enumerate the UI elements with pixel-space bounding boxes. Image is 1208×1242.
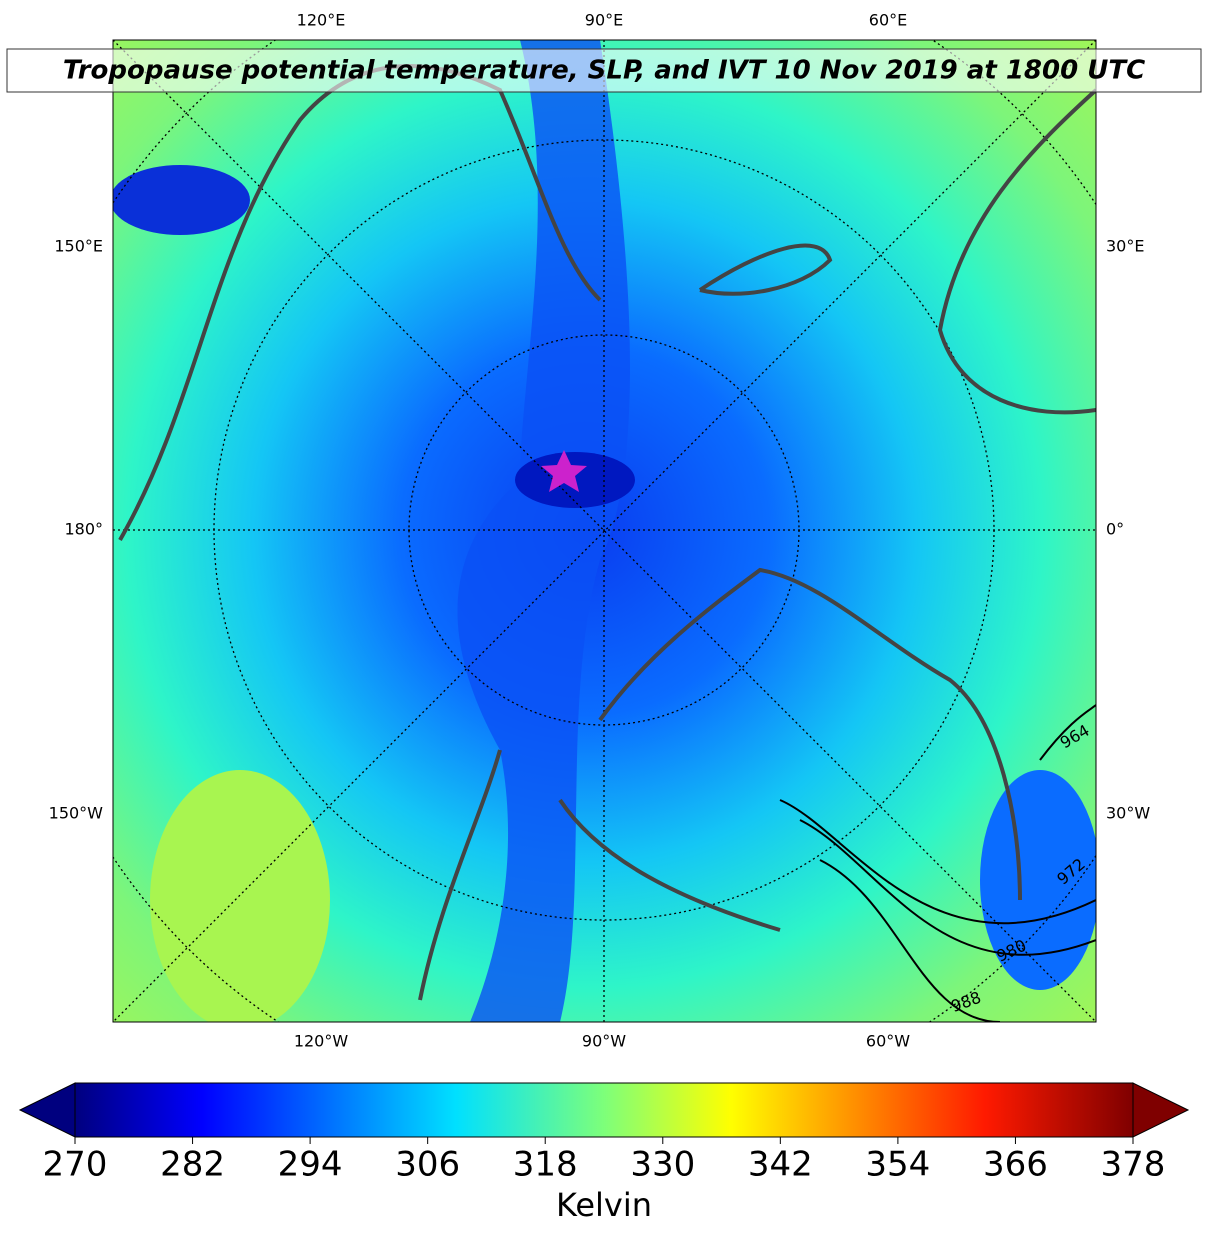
colorbar-tick-label: 342 <box>748 1145 813 1185</box>
lon-label: 120°E <box>297 11 346 30</box>
colorbar-tick-label: 354 <box>865 1145 930 1185</box>
lon-label: 90°W <box>582 1032 626 1051</box>
lon-label: 60°W <box>866 1032 910 1051</box>
map <box>113 40 1096 1022</box>
lon-label: 120°W <box>294 1032 349 1051</box>
title: Tropopause potential temperature, SLP, a… <box>63 56 1145 86</box>
lon-label: 30°E <box>1106 237 1144 256</box>
colorbar-tick-label: 330 <box>630 1145 695 1185</box>
map-frame <box>112 39 1097 1023</box>
colorbar-tick-label: 366 <box>983 1145 1048 1185</box>
colorbar-tick-label: 270 <box>43 1145 108 1185</box>
colorbar-extend-low <box>18 1082 76 1138</box>
colorbar-tick-label: 282 <box>160 1145 225 1185</box>
graticule <box>113 40 1096 1022</box>
lon-label: 30°W <box>1106 804 1150 823</box>
warm-feature <box>150 770 330 1022</box>
colorbar-label: Kelvin <box>556 1186 652 1224</box>
colorbar <box>74 1082 1134 1138</box>
lon-label: 60°E <box>869 11 907 30</box>
colorbar-tick-label: 294 <box>278 1145 343 1185</box>
colorbar-tick-label: 306 <box>395 1145 460 1185</box>
colorbar-tick-label: 378 <box>1101 1145 1166 1185</box>
lon-label: 90°E <box>585 11 623 30</box>
colorbar-ticks: 270 282 294 306 318 330 342 354 366 378 <box>43 1137 1166 1185</box>
colorbar-tick-label: 318 <box>513 1145 578 1185</box>
colorbar-extend-high <box>1132 1082 1190 1138</box>
lon-label: 150°E <box>54 237 103 256</box>
lon-label: 0° <box>1106 520 1124 539</box>
title-box <box>6 48 1202 93</box>
low-feature <box>113 165 250 235</box>
lon-label: 180° <box>64 520 103 539</box>
star-marker <box>541 450 587 492</box>
slp-contours <box>779 704 1096 1022</box>
lon-labels: 120°E 90°E 60°E 150°E 180° 150°W 30°E 0°… <box>49 11 1151 1051</box>
lon-label: 150°W <box>49 804 104 823</box>
